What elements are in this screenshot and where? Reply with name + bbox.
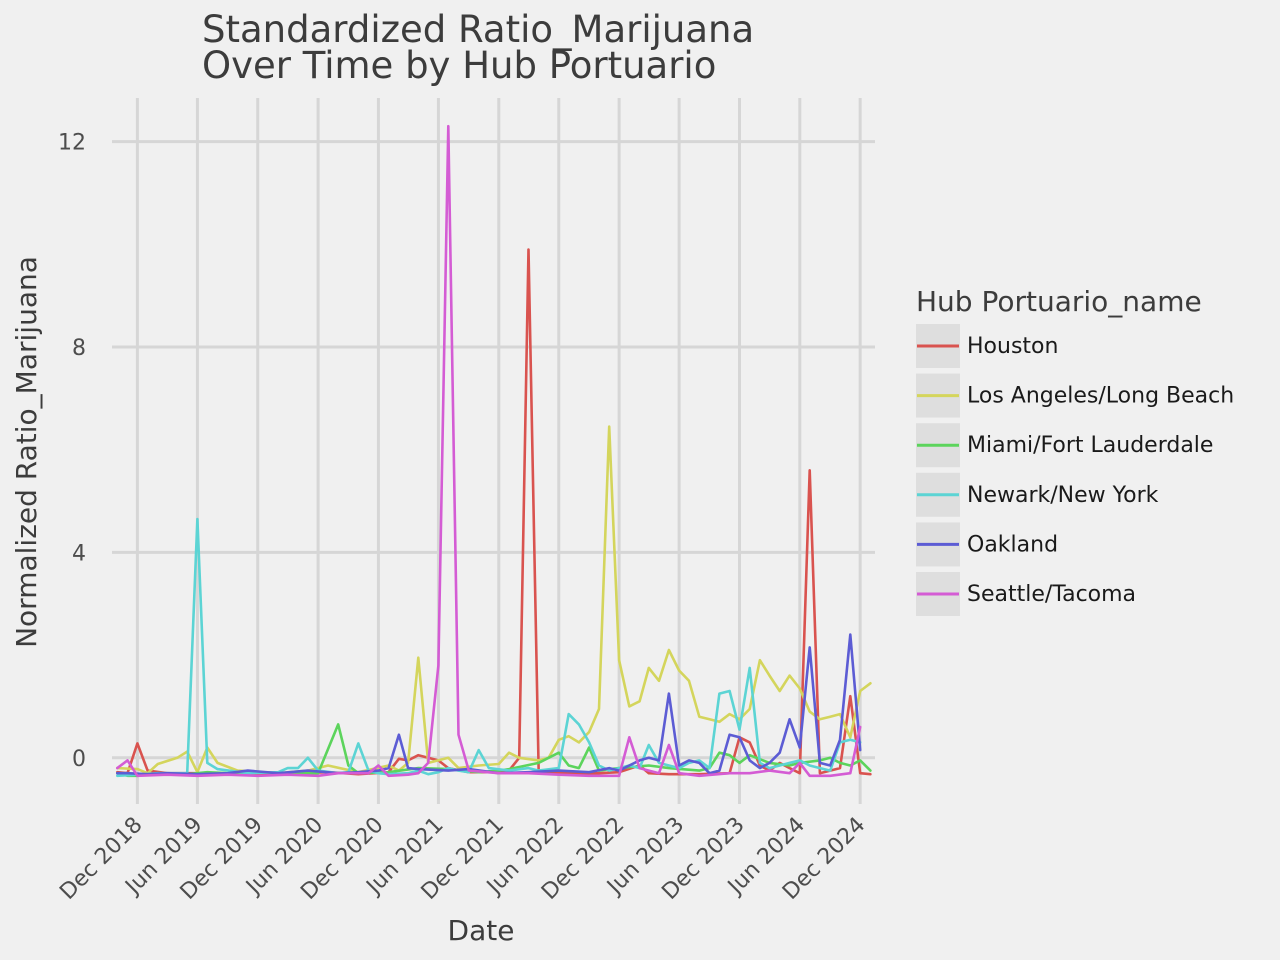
y-tick-label: 12 [58,131,86,156]
legend-label: Oakland [967,532,1058,557]
legend-item: Los Angeles/Long Beach [916,373,1234,418]
chart-title: Standardized Ratio_Marijuana Over Time b… [202,8,754,87]
y-tick-label: 8 [72,336,86,361]
legend-label: Miami/Fort Lauderdale [967,433,1213,458]
legend-item: Seattle/Tacoma [916,572,1136,616]
legend-item: Houston [916,324,1058,368]
chart-title-line-2: Over Time by Hub Portuario [202,44,716,87]
y-axis: 0 4 8 12 [58,131,86,772]
y-tick-label: 0 [72,747,86,772]
series-lines [116,124,872,778]
legend-title: Hub Portuario_name [916,285,1202,318]
plot-area [112,98,875,804]
chart-title-line-1: Standardized Ratio_Marijuana [202,8,754,51]
legend-label: Los Angeles/Long Beach [967,384,1234,409]
legend-label: Newark/New York [967,483,1159,508]
legend-item: Newark/New York [916,472,1159,517]
legend-items: Houston Los Angeles/Long Beach Miami/Fort … [916,324,1234,616]
series-line-seattle-tacoma [116,124,862,778]
legend-item: Oakland [916,522,1058,567]
legend: Hub Portuario_name Houston Los Angeles/Lo… [916,285,1234,616]
y-axis-title: Normalized Ratio_Marijuana [10,256,43,648]
x-axis-title: Date [448,914,515,947]
y-tick-label: 4 [72,541,86,566]
series-line-oakland [116,633,862,776]
legend-label: Houston [967,334,1058,359]
legend-item: Miami/Fort Lauderdale [916,423,1213,468]
series-line-newark-new-york [116,517,862,778]
series-line-los-angeles-long-beach [116,425,872,775]
x-gridlines [135,98,862,804]
series-line-houston [116,248,872,776]
y-gridlines [112,140,875,760]
legend-label: Seattle/Tacoma [967,582,1136,607]
